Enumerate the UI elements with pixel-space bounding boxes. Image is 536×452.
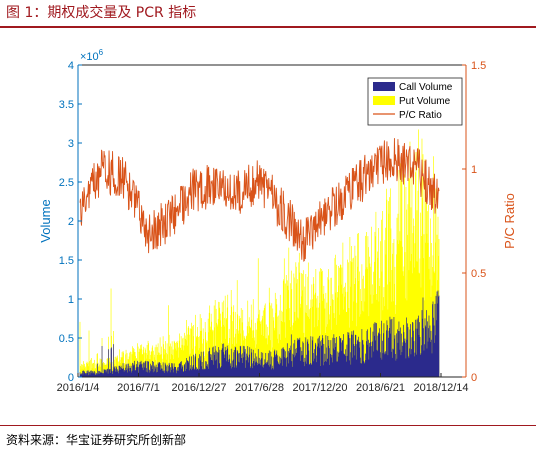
left-tick-label: 3.5 xyxy=(59,99,74,111)
right-tick-label: 0.5 xyxy=(471,268,486,280)
axes: 0 0.5 1 1.5 2 2.5 3 3.5 4 ×106 0 0.5 1 1.5 2016/1/4 201… xyxy=(38,48,517,394)
figure-title: 图 1：期权成交量及 PCR 指标 xyxy=(6,5,197,21)
legend-label: Put Volume xyxy=(399,96,451,107)
pc-ratio-series xyxy=(79,138,440,262)
right-tick-label: 0 xyxy=(471,372,477,384)
x-tick-label: 2016/7/1 xyxy=(117,382,160,394)
left-tick-label: 4 xyxy=(68,60,74,72)
x-tick-label: 2016/1/4 xyxy=(57,382,100,394)
legend: Call Volume Put Volume P/C Ratio xyxy=(367,77,463,126)
left-tick-label: 0 xyxy=(68,372,74,384)
left-tick-label: 2 xyxy=(68,216,74,228)
left-tick-label: 0.5 xyxy=(59,333,74,345)
plot-area xyxy=(79,129,440,377)
x-tick-label: 2018/12/14 xyxy=(413,382,468,394)
x-tick-label: 2017/12/20 xyxy=(292,382,347,394)
left-tick-label: 2.5 xyxy=(59,177,74,189)
x-tick-label: 2016/12/27 xyxy=(171,382,226,394)
footer-divider xyxy=(0,425,536,426)
right-tick-label: 1 xyxy=(471,164,477,176)
x-tick-label: 2017/6/28 xyxy=(235,382,284,394)
y-exponent-base: ×10 xyxy=(80,51,99,63)
source-note: 资料来源：华宝证券研究所创新部 xyxy=(6,433,187,447)
y-axis-title: Volume xyxy=(38,199,53,242)
legend-label: Call Volume xyxy=(399,82,453,93)
left-tick-label: 1 xyxy=(68,294,74,306)
legend-swatch xyxy=(373,82,395,91)
y-exponent-power: 6 xyxy=(99,48,104,57)
x-tick-label: 2018/6/21 xyxy=(356,382,405,394)
legend-swatch xyxy=(373,96,395,105)
left-tick-label: 3 xyxy=(68,138,74,150)
y-exponent-label: ×106 xyxy=(80,48,104,63)
y2-axis-title: P/C Ratio xyxy=(502,193,517,249)
volume-pcr-chart: 0 0.5 1 1.5 2 2.5 3 3.5 4 ×106 0 0.5 1 1.5 2016/1/4 201… xyxy=(38,48,517,394)
legend-label: P/C Ratio xyxy=(399,110,442,121)
call-volume-series xyxy=(79,290,440,377)
title-divider xyxy=(0,26,536,28)
left-tick-label: 1.5 xyxy=(59,255,74,267)
right-tick-label: 1.5 xyxy=(471,60,486,72)
